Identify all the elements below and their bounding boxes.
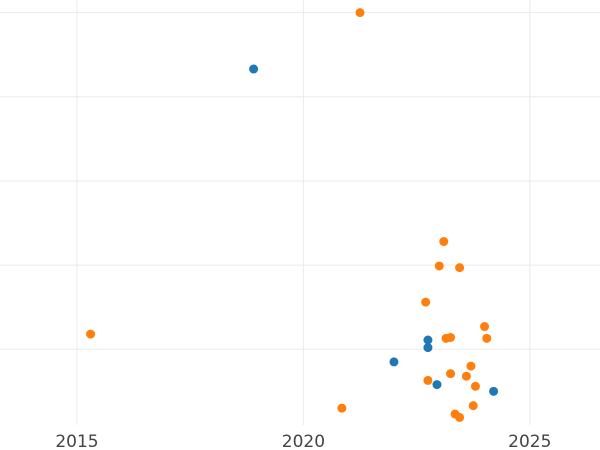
data-point-s0-5 <box>489 386 499 396</box>
data-point-s1-13 <box>461 371 471 381</box>
data-point-s0-2 <box>423 335 433 345</box>
data-point-s1-18 <box>482 333 492 343</box>
x-tick-label: 2025 <box>508 432 551 450</box>
data-point-s1-3 <box>421 297 431 307</box>
data-point-s1-6 <box>439 237 449 247</box>
data-point-s0-1 <box>389 357 399 367</box>
x-tick-label: 2020 <box>282 432 325 450</box>
data-point-s1-17 <box>480 322 490 332</box>
data-point-s1-5 <box>434 261 444 271</box>
data-point-s0-4 <box>432 380 442 390</box>
grid <box>0 0 600 425</box>
data-point-s1-8 <box>446 332 456 342</box>
data-point-s1-4 <box>423 375 433 385</box>
data-point-s1-15 <box>468 401 478 411</box>
data-point-s1-9 <box>446 369 456 379</box>
data-point-s1-11 <box>455 263 465 273</box>
x-tick-label: 2015 <box>55 432 98 450</box>
data-point-s1-1 <box>337 403 347 413</box>
x-axis-ticks: 2015 2020 2025 <box>55 432 551 450</box>
data-point-s1-2 <box>355 8 365 18</box>
data-point-s0-3 <box>423 343 433 353</box>
data-point-s1-0 <box>86 329 96 339</box>
data-points <box>86 8 499 422</box>
data-point-s1-16 <box>470 381 480 391</box>
data-point-s0-0 <box>249 64 259 74</box>
data-point-s1-12 <box>455 412 465 422</box>
data-point-s1-14 <box>466 361 476 371</box>
